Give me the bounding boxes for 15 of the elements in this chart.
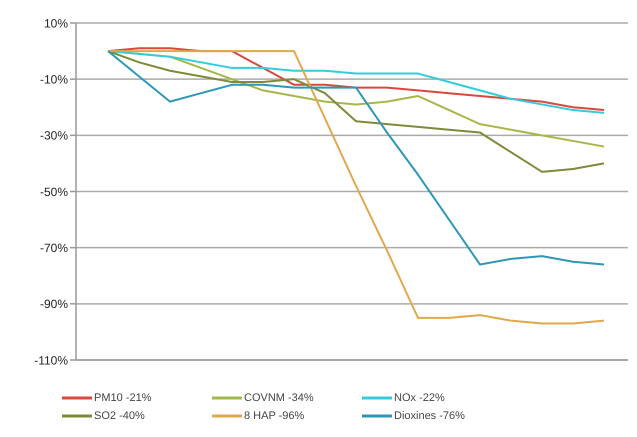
y-tick-label: -30% bbox=[40, 128, 68, 143]
legend-label: Dioxines -76% bbox=[394, 410, 465, 422]
legend-label: COVNM -34% bbox=[244, 392, 314, 404]
line-series bbox=[107, 50, 605, 324]
y-tick-label: -10% bbox=[40, 72, 68, 86]
legend-label: NOx -22% bbox=[394, 392, 445, 404]
line-series bbox=[107, 50, 605, 266]
legend-label: PM10 -21% bbox=[94, 392, 152, 404]
y-tick-label: -70% bbox=[40, 240, 68, 255]
y-tick-label: -50% bbox=[40, 184, 68, 199]
y-tick-label: -110% bbox=[34, 353, 68, 368]
y-tick-label: -90% bbox=[40, 297, 68, 312]
legend-label: SO2 -40% bbox=[94, 410, 145, 422]
y-tick-label: 10% bbox=[44, 16, 68, 30]
legend-label: 8 HAP -96% bbox=[244, 410, 304, 422]
